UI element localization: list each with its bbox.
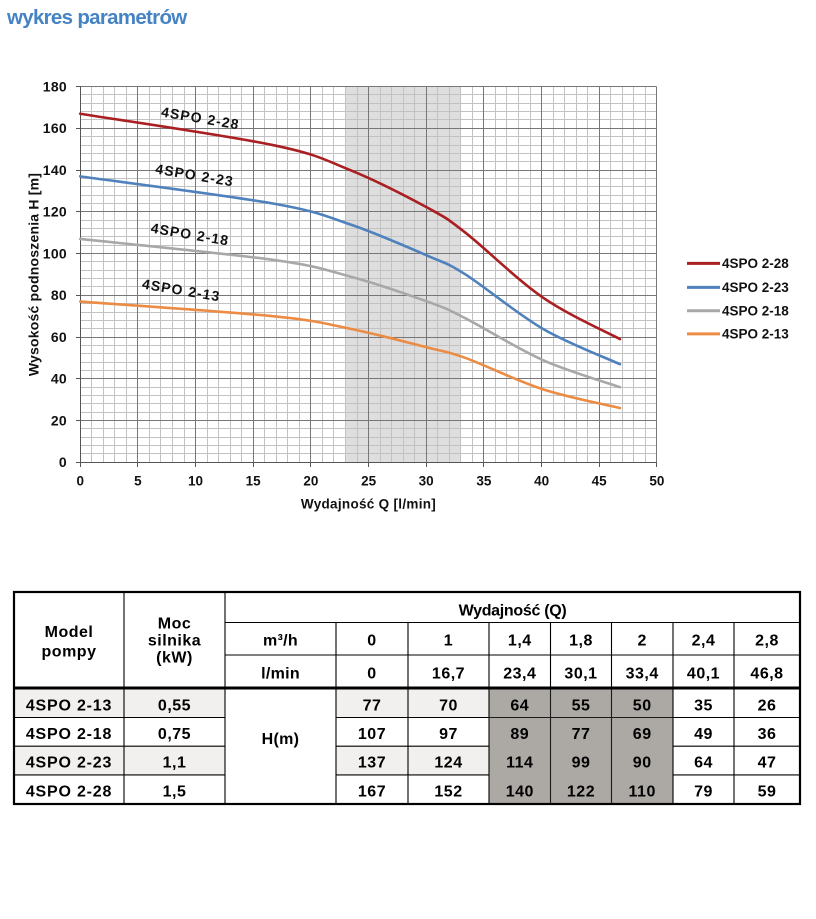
svg-text:4SPO 2-18: 4SPO 2-18 — [722, 304, 789, 319]
svg-text:55: 55 — [572, 697, 591, 714]
svg-text:79: 79 — [694, 783, 713, 800]
svg-text:180: 180 — [43, 79, 67, 95]
svg-text:50: 50 — [633, 697, 652, 714]
svg-text:97: 97 — [439, 726, 458, 743]
svg-text:40: 40 — [51, 371, 67, 387]
svg-text:pompy: pompy — [42, 643, 97, 660]
svg-text:45: 45 — [592, 474, 608, 489]
svg-text:122: 122 — [567, 783, 595, 800]
svg-text:77: 77 — [363, 697, 382, 714]
svg-text:0: 0 — [76, 474, 84, 489]
svg-text:64: 64 — [510, 697, 529, 714]
svg-text:1,5: 1,5 — [163, 783, 187, 800]
svg-text:16,7: 16,7 — [432, 665, 465, 682]
svg-text:100: 100 — [43, 246, 67, 262]
svg-text:69: 69 — [633, 726, 652, 743]
svg-text:40: 40 — [534, 474, 549, 489]
svg-text:Wysokość podnoszenia H [m]: Wysokość podnoszenia H [m] — [26, 173, 42, 376]
svg-text:160: 160 — [43, 120, 67, 136]
svg-text:33,4: 33,4 — [626, 665, 659, 682]
svg-text:0: 0 — [59, 454, 67, 470]
svg-text:0: 0 — [367, 665, 376, 682]
svg-text:Wydajność Q [l/min]: Wydajność Q [l/min] — [301, 497, 436, 512]
svg-text:89: 89 — [510, 726, 529, 743]
svg-text:23,4: 23,4 — [503, 665, 536, 682]
svg-text:60: 60 — [51, 329, 67, 345]
svg-text:0,75: 0,75 — [158, 726, 191, 743]
svg-text:26: 26 — [758, 697, 777, 714]
svg-text:137: 137 — [358, 754, 386, 771]
svg-text:4SPO 2-13: 4SPO 2-13 — [26, 697, 112, 714]
svg-text:99: 99 — [572, 754, 591, 771]
svg-text:2,8: 2,8 — [755, 633, 779, 650]
svg-text:4SPO 2-23: 4SPO 2-23 — [722, 280, 789, 295]
svg-text:35: 35 — [694, 697, 713, 714]
svg-text:30,1: 30,1 — [564, 665, 597, 682]
svg-text:77: 77 — [572, 726, 591, 743]
svg-text:10: 10 — [188, 474, 203, 489]
svg-text:15: 15 — [246, 474, 262, 489]
svg-text:1,1: 1,1 — [163, 754, 187, 771]
svg-text:36: 36 — [758, 726, 777, 743]
svg-text:152: 152 — [434, 783, 462, 800]
svg-text:140: 140 — [43, 162, 67, 178]
svg-text:124: 124 — [434, 754, 462, 771]
svg-text:64: 64 — [694, 754, 713, 771]
svg-text:4SPO 2-18: 4SPO 2-18 — [26, 726, 112, 743]
svg-text:Wydajność (Q): Wydajność (Q) — [459, 602, 567, 619]
svg-text:4SPO 2-23: 4SPO 2-23 — [154, 161, 235, 190]
svg-text:50: 50 — [649, 474, 664, 489]
svg-text:120: 120 — [43, 204, 67, 220]
svg-text:59: 59 — [758, 783, 777, 800]
svg-text:Model: Model — [45, 624, 94, 641]
svg-text:90: 90 — [633, 754, 652, 771]
svg-text:25: 25 — [361, 474, 377, 489]
svg-text:40,1: 40,1 — [687, 665, 720, 682]
svg-text:1,4: 1,4 — [508, 633, 532, 650]
svg-text:140: 140 — [506, 783, 534, 800]
svg-text:l/min: l/min — [261, 665, 300, 682]
svg-text:80: 80 — [51, 287, 67, 303]
svg-text:Moc: Moc — [158, 616, 192, 633]
svg-text:70: 70 — [439, 697, 458, 714]
svg-text:47: 47 — [758, 754, 777, 771]
svg-text:20: 20 — [303, 474, 318, 489]
svg-text:4SPO 2-23: 4SPO 2-23 — [26, 754, 112, 771]
svg-text:H(m): H(m) — [262, 731, 300, 748]
svg-text:1: 1 — [444, 633, 453, 650]
svg-text:35: 35 — [476, 474, 492, 489]
svg-text:107: 107 — [358, 726, 386, 743]
svg-text:49: 49 — [694, 726, 713, 743]
svg-text:1,8: 1,8 — [569, 633, 593, 650]
svg-text:167: 167 — [358, 783, 386, 800]
svg-text:30: 30 — [419, 474, 434, 489]
svg-text:2: 2 — [637, 633, 646, 650]
svg-text:m³/h: m³/h — [263, 633, 298, 650]
svg-text:114: 114 — [506, 754, 533, 771]
svg-text:0: 0 — [367, 633, 376, 650]
svg-text:4SPO 2-28: 4SPO 2-28 — [722, 256, 789, 271]
svg-text:5: 5 — [134, 474, 142, 489]
svg-text:4SPO 2-13: 4SPO 2-13 — [141, 276, 222, 305]
svg-text:0,55: 0,55 — [158, 697, 191, 714]
svg-text:2,4: 2,4 — [692, 633, 716, 650]
svg-text:4SPO 2-13: 4SPO 2-13 — [722, 327, 789, 342]
svg-text:(kW): (kW) — [156, 650, 193, 667]
svg-text:silnika: silnika — [148, 633, 201, 650]
svg-text:110: 110 — [629, 783, 656, 800]
svg-text:4SPO 2-28: 4SPO 2-28 — [26, 783, 112, 800]
svg-text:46,8: 46,8 — [750, 665, 783, 682]
svg-text:20: 20 — [51, 413, 67, 429]
